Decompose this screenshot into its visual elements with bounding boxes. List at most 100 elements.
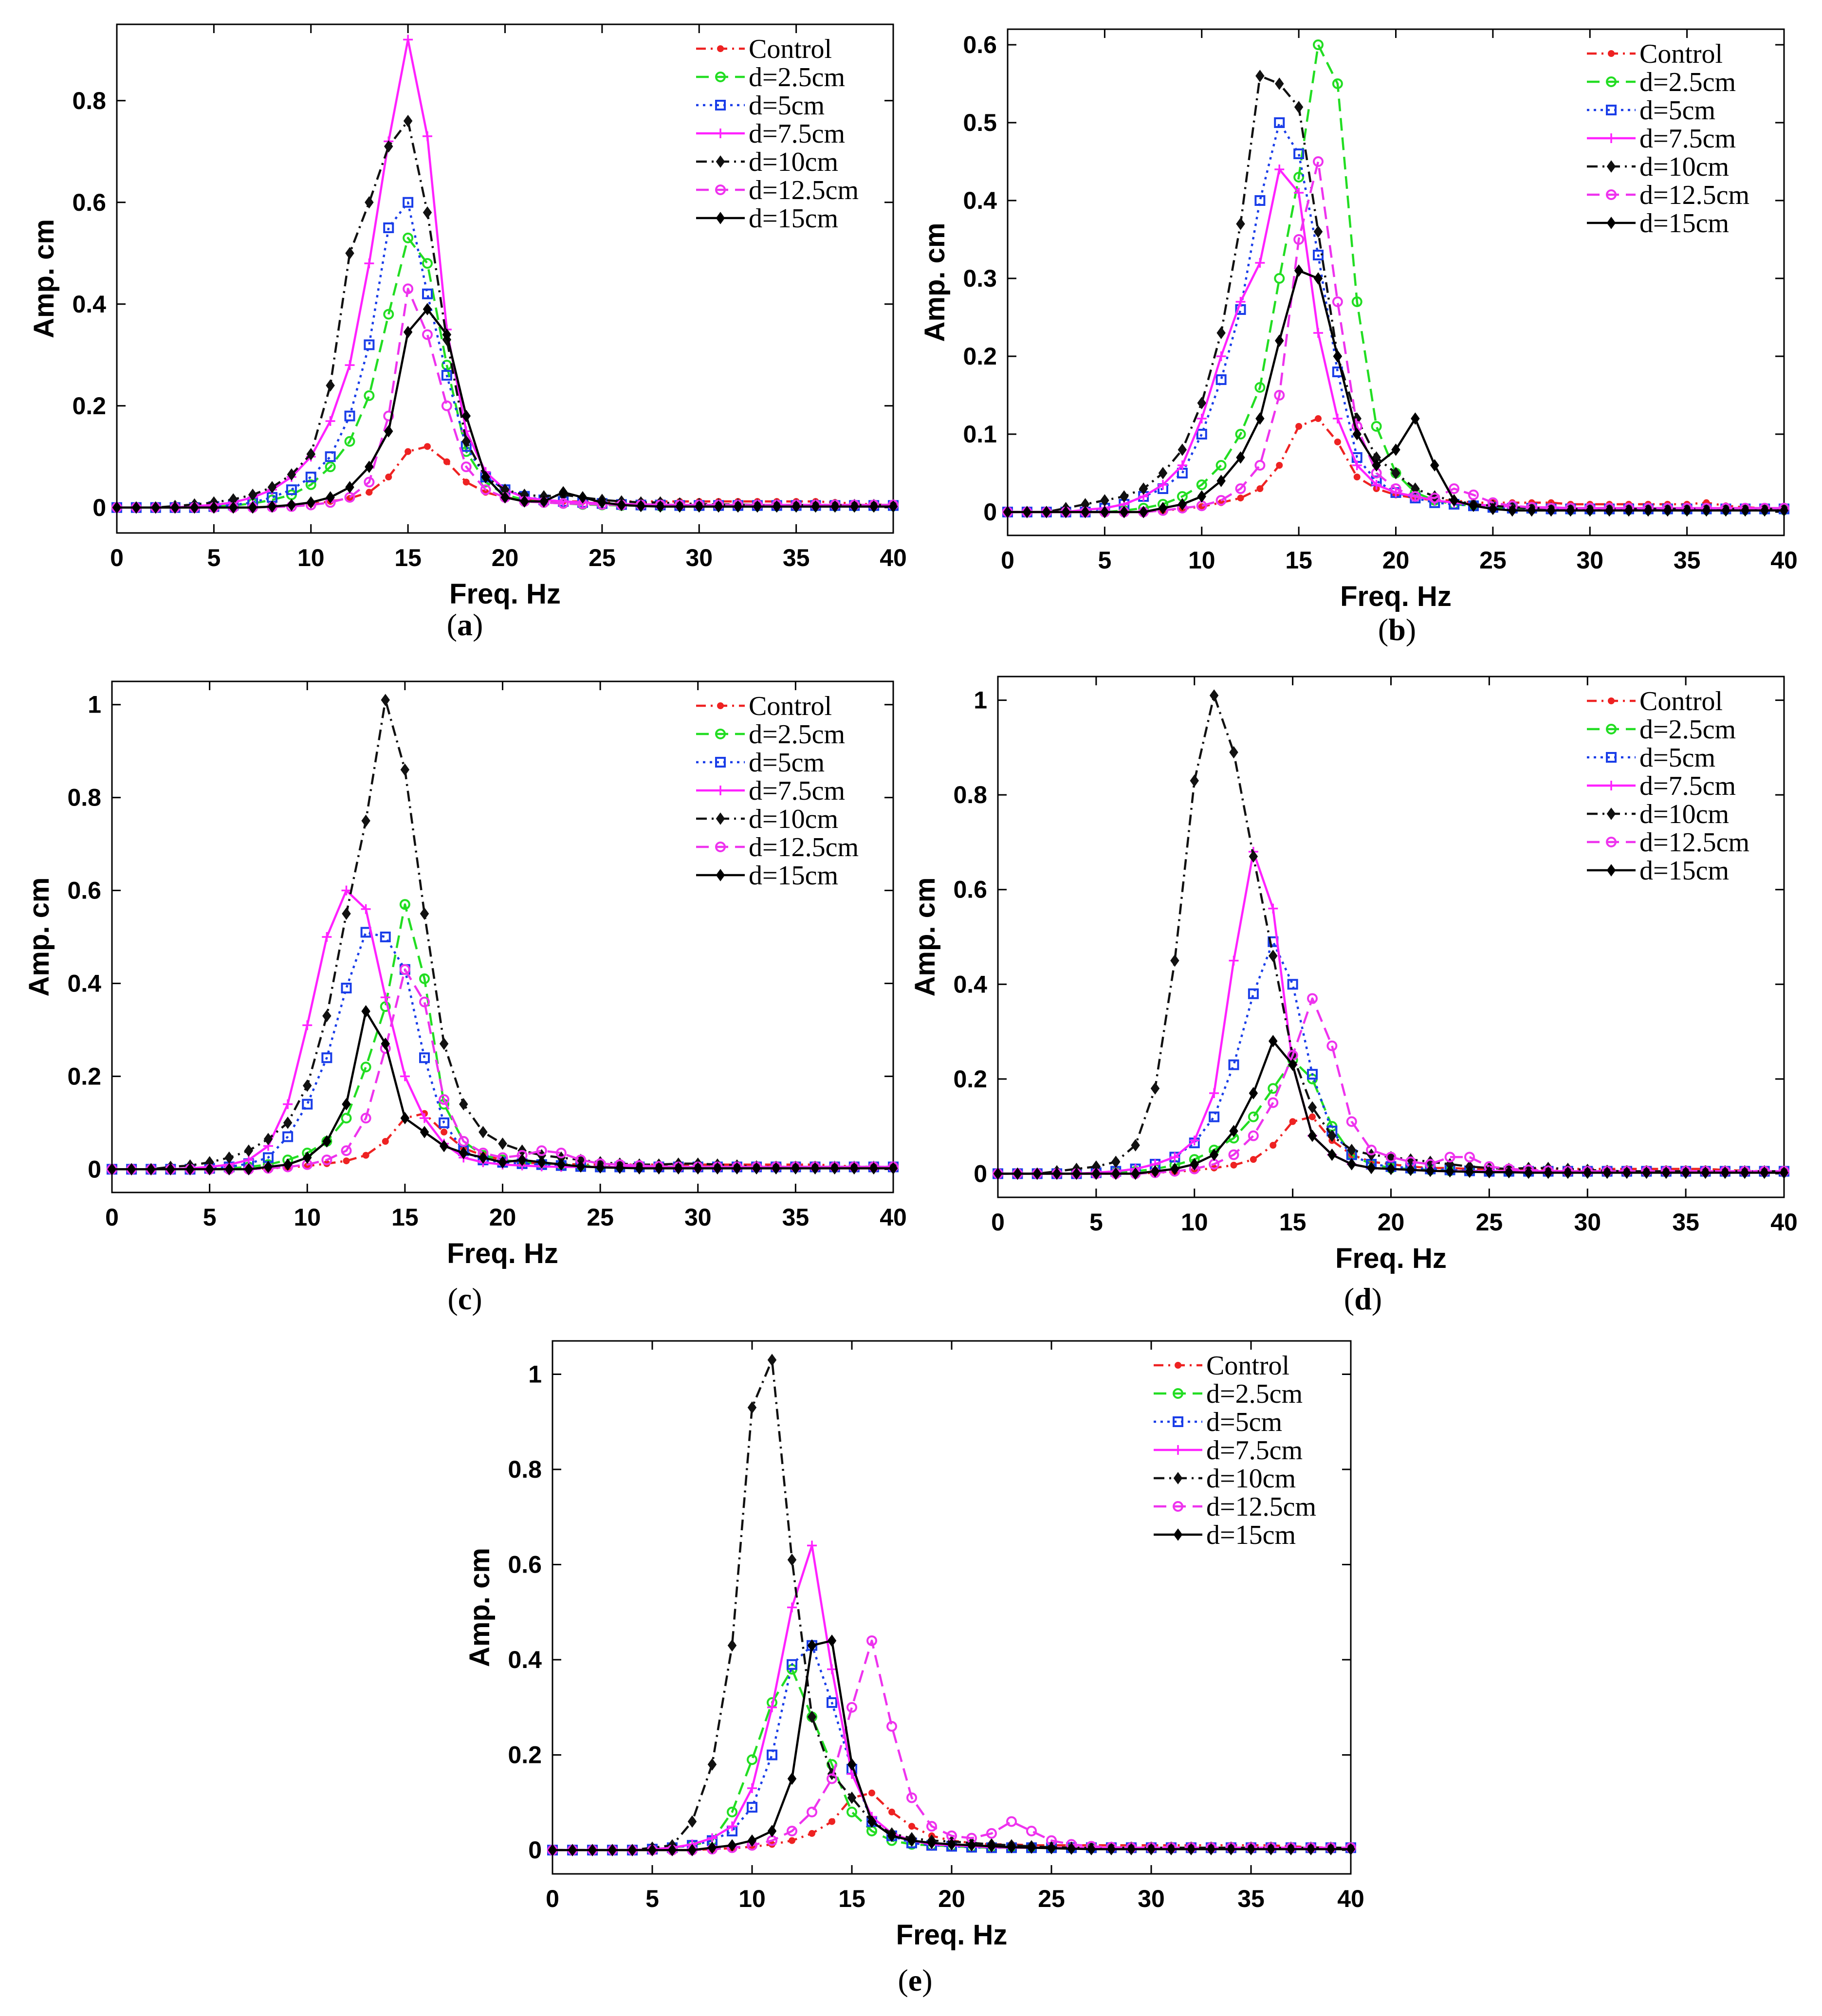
data-point [420, 907, 429, 920]
data-point [1353, 474, 1361, 480]
data-point [1196, 414, 1207, 423]
data-point [1230, 1161, 1237, 1169]
data-point [556, 1158, 566, 1171]
data-point [1177, 460, 1187, 470]
data-point [1464, 1152, 1475, 1163]
legend-item-d-2-5cm: d=2.5cm [1587, 67, 1736, 97]
data-point [707, 1841, 717, 1854]
legend-item-d-15cm: d=15cm [1154, 1520, 1296, 1550]
data-point [810, 1162, 820, 1175]
data-point [767, 1354, 777, 1366]
data-point [345, 247, 354, 259]
x-tick-label: 30 [1574, 1209, 1601, 1236]
data-point [1032, 1167, 1042, 1180]
data-point [382, 1138, 389, 1145]
legend-marker [715, 72, 726, 82]
x-tick-label: 20 [938, 1885, 965, 1912]
data-point [987, 1840, 996, 1852]
data-point [364, 390, 375, 401]
data-point [403, 35, 413, 45]
x-tick-label: 25 [1476, 1209, 1503, 1236]
legend-marker [1606, 781, 1616, 790]
legend-marker [716, 128, 725, 138]
data-point [459, 1098, 468, 1111]
panel-label: (a) [447, 607, 483, 642]
data-point [635, 1162, 644, 1175]
y-tick-label: 0.6 [953, 876, 987, 903]
data-point [1067, 1842, 1076, 1855]
data-point [1352, 428, 1362, 440]
data-point [558, 498, 569, 509]
x-tick-label: 35 [1672, 1209, 1699, 1236]
data-point [789, 1837, 795, 1844]
data-point [1293, 172, 1305, 183]
legend-label: d=12.5cm [749, 832, 859, 862]
data-point [588, 1844, 597, 1856]
data-point [423, 131, 432, 141]
data-point [1347, 1144, 1356, 1156]
data-point [1604, 504, 1614, 517]
data-point [1430, 459, 1439, 472]
data-point [791, 1162, 800, 1175]
y-tick-label: 0 [974, 1160, 987, 1187]
x-axis-label: Freq. Hz [449, 578, 561, 610]
data-point [1209, 1088, 1219, 1098]
data-point [1315, 415, 1322, 422]
data-point [419, 1052, 430, 1063]
data-point [1294, 188, 1304, 198]
legend-marker [715, 729, 726, 739]
data-point [654, 1162, 663, 1175]
legend-label: d=2.5cm [749, 62, 845, 92]
x-axis-label: Freq. Hz [1340, 581, 1452, 612]
data-point [1158, 502, 1168, 514]
data-point [1270, 1142, 1277, 1149]
data-point [267, 481, 277, 494]
data-point [1295, 423, 1303, 430]
data-point [869, 1162, 879, 1175]
data-point [1120, 490, 1129, 503]
legend-label: d=15cm [1639, 856, 1729, 886]
data-point [365, 460, 374, 473]
legend-label: d=10cm [1206, 1464, 1296, 1494]
y-tick-label: 0.6 [67, 877, 101, 904]
data-point [361, 904, 371, 914]
x-tick-label: 5 [645, 1885, 659, 1912]
data-point [1268, 1097, 1279, 1108]
legend-item-d-10cm: d=10cm [696, 804, 838, 834]
data-point [1216, 351, 1226, 361]
data-point [383, 222, 394, 233]
data-point [127, 1163, 136, 1175]
data-point [693, 1162, 702, 1175]
data-point [248, 501, 258, 514]
data-point [1042, 506, 1051, 518]
data-point [480, 484, 491, 495]
data-point [1566, 504, 1575, 517]
data-point [595, 1161, 605, 1174]
data-point [578, 491, 588, 504]
data-point [627, 1844, 637, 1856]
x-tick-label: 20 [489, 1204, 516, 1231]
data-point [1411, 412, 1420, 425]
data-point [1294, 264, 1304, 277]
data-point [286, 484, 297, 495]
data-point [500, 491, 510, 504]
data-point [479, 1151, 488, 1164]
series-line-d-12-5cm [998, 997, 1784, 1175]
y-tick-label: 0.6 [72, 189, 106, 216]
data-point [1268, 1083, 1279, 1094]
data-point [1178, 443, 1187, 456]
data-point [1186, 1843, 1196, 1855]
data-point [791, 500, 801, 513]
data-point [1249, 1087, 1258, 1100]
x-tick-label: 0 [1001, 547, 1014, 574]
x-tick-label: 30 [684, 1204, 712, 1231]
legend-label: d=12.5cm [1639, 180, 1749, 210]
data-point [439, 1117, 450, 1128]
x-tick-label: 15 [391, 1204, 419, 1231]
data-point [772, 500, 781, 513]
y-tick-label: 0.5 [963, 109, 997, 136]
data-point [461, 435, 471, 448]
data-point [1468, 489, 1479, 500]
data-point [131, 501, 141, 514]
